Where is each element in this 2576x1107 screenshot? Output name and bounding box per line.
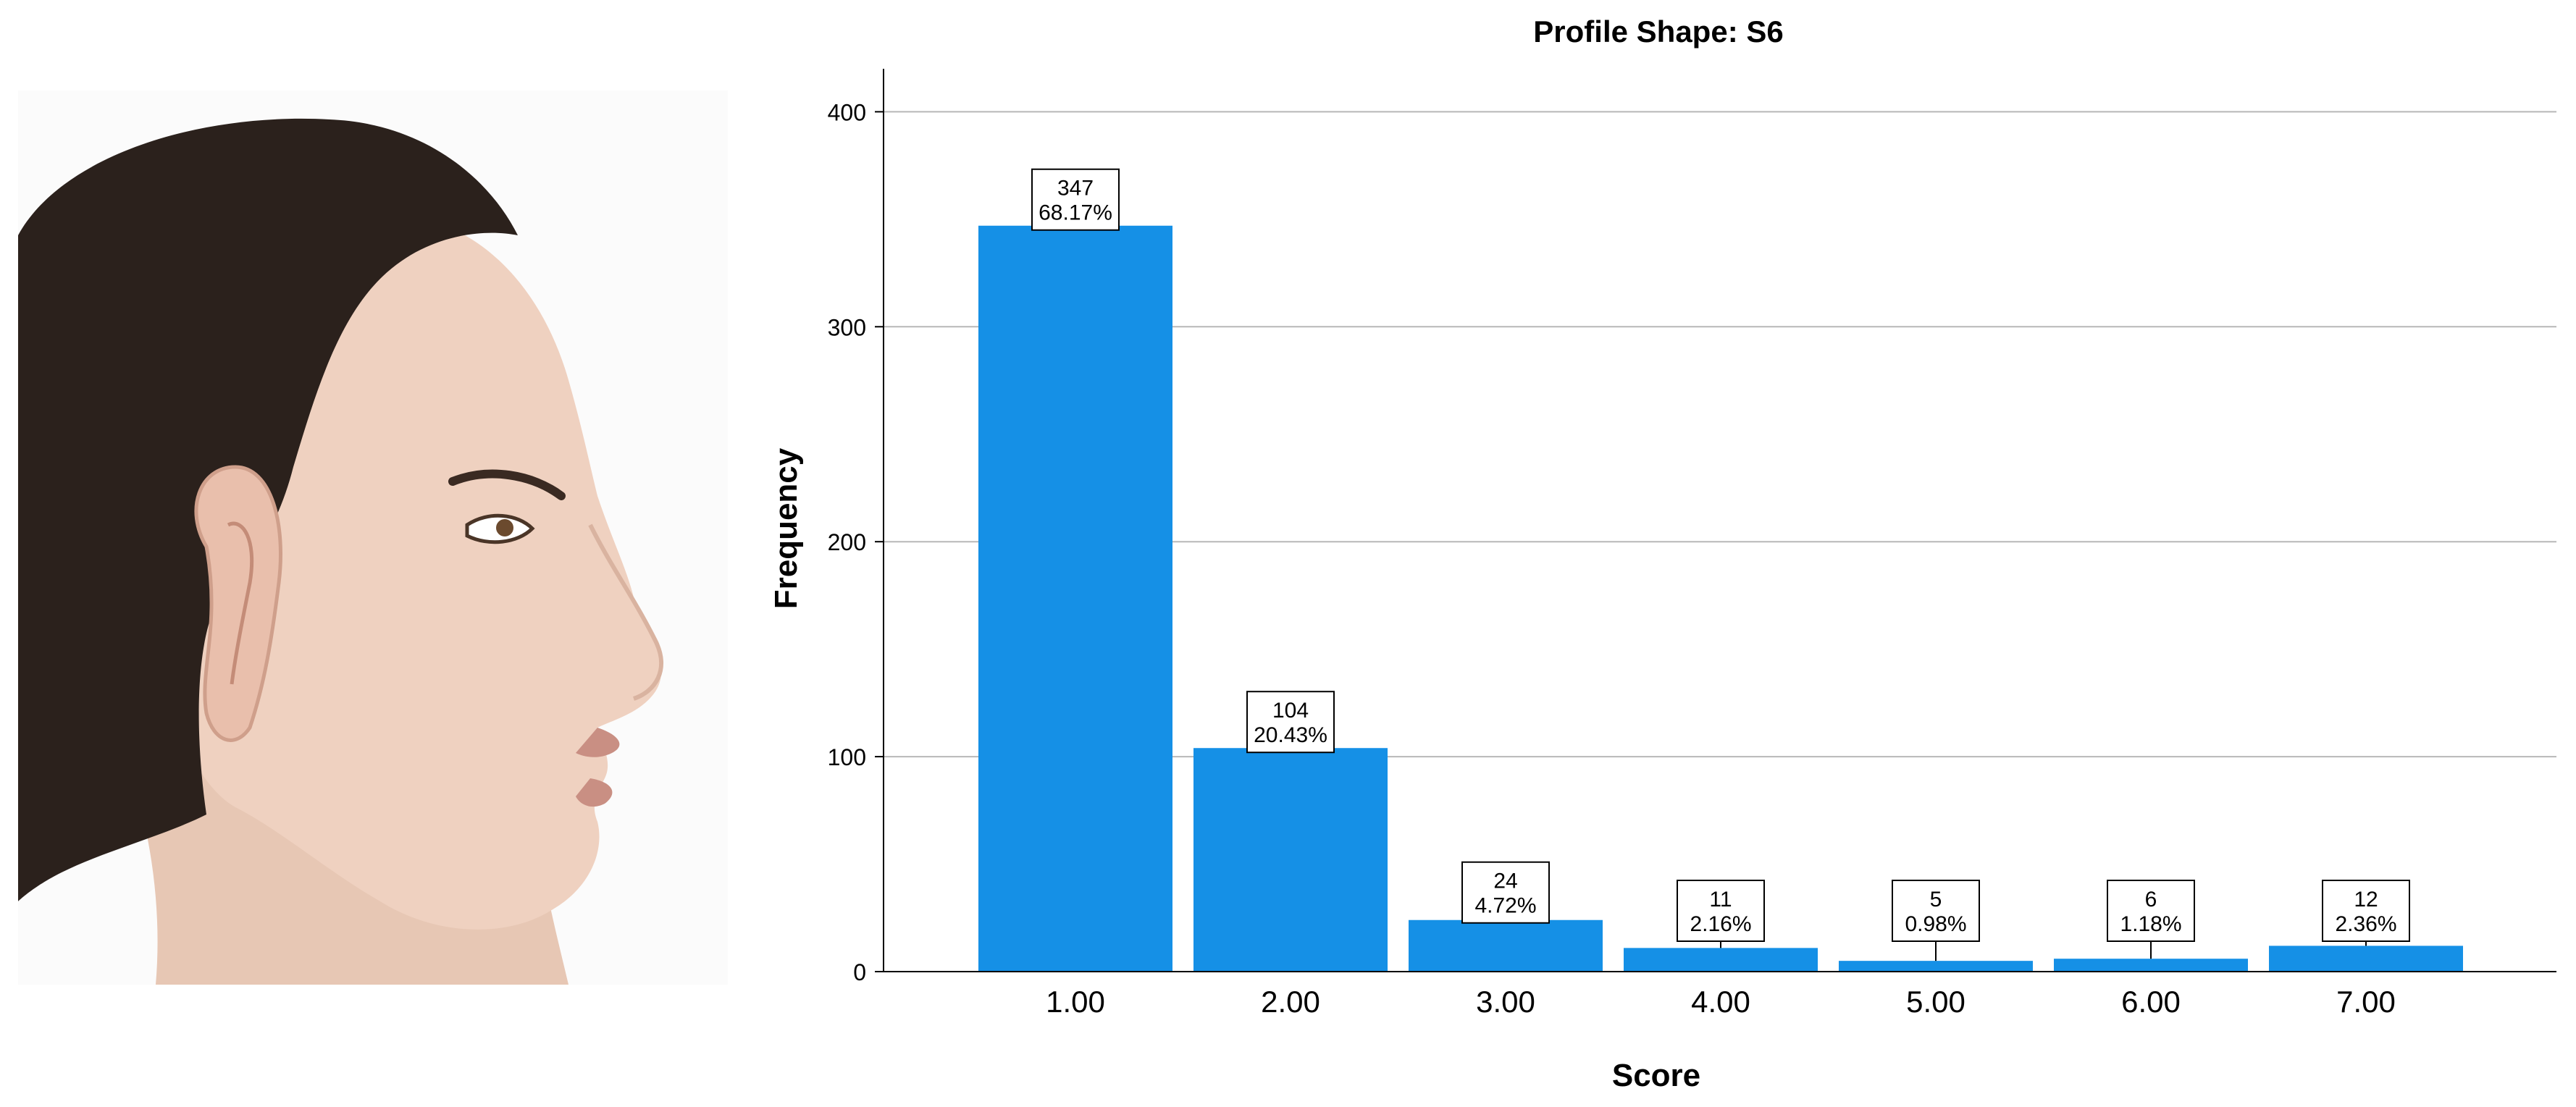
data-label-count: 347 xyxy=(1057,177,1094,201)
face-profile-photo xyxy=(18,91,728,985)
y-tick-label: 200 xyxy=(828,529,866,555)
bar xyxy=(1193,748,1388,972)
data-label: 61.18% xyxy=(2107,880,2195,959)
x-tick-label: 7.00 xyxy=(2336,985,2396,1019)
data-label-count: 24 xyxy=(1493,870,1517,893)
bars xyxy=(978,225,2463,972)
y-tick-label: 0 xyxy=(853,959,866,985)
bar xyxy=(1839,961,2033,972)
data-label-percent: 2.36% xyxy=(2335,912,2396,936)
data-label-percent: 4.72% xyxy=(1474,894,1536,918)
data-label-percent: 0.98% xyxy=(1905,912,1966,936)
x-tick-label: 3.00 xyxy=(1476,985,1535,1019)
x-tick-label: 2.00 xyxy=(1261,985,1320,1019)
data-label: 122.36% xyxy=(2322,880,2410,946)
x-tick-label: 6.00 xyxy=(2121,985,2181,1019)
y-tick-label: 300 xyxy=(828,314,866,340)
x-tick-label: 1.00 xyxy=(1046,985,1105,1019)
face-profile-illustration xyxy=(18,91,728,985)
data-label-box xyxy=(1677,880,1765,942)
x-axis-ticks: 1.00 2.00 3.00 4.00 5.00 6.00 7.00 xyxy=(1046,985,2396,1019)
bar xyxy=(1409,919,1603,972)
data-label: 244.72% xyxy=(1461,861,1550,924)
bar xyxy=(978,225,1172,972)
data-label-box xyxy=(2322,880,2410,942)
data-label-percent: 1.18% xyxy=(2120,912,2181,936)
y-axis-title: Frequency xyxy=(768,447,804,609)
data-label-box xyxy=(1031,168,1120,231)
data-label: 50.98% xyxy=(1892,880,1980,961)
bar xyxy=(2054,959,2248,972)
x-tick-label: 5.00 xyxy=(1906,985,1965,1019)
y-axis-ticks: 0 100 200 300 400 xyxy=(828,99,884,985)
data-label-percent: 20.43% xyxy=(1254,723,1327,747)
x-axis-title: Score xyxy=(1612,1058,1700,1093)
y-tick-label: 400 xyxy=(828,99,866,125)
y-tick-label: 100 xyxy=(828,744,866,770)
chart-title: Profile Shape: S6 xyxy=(1533,14,1783,49)
x-tick-label: 4.00 xyxy=(1691,985,1750,1019)
data-label: 112.16% xyxy=(1677,880,1765,948)
data-label-percent: 68.17% xyxy=(1039,201,1112,225)
data-label-count: 5 xyxy=(1930,888,1942,912)
data-label-count: 11 xyxy=(1709,888,1732,912)
data-label-box xyxy=(2107,880,2195,942)
data-label-percent: 2.16% xyxy=(1690,912,1751,936)
data-label-box xyxy=(1246,691,1335,754)
bar xyxy=(1624,948,1818,972)
bar xyxy=(2269,946,2463,972)
data-label-count: 6 xyxy=(2145,888,2157,912)
data-label-box xyxy=(1892,880,1980,942)
data-label-count: 12 xyxy=(2354,888,2378,912)
data-label-count: 104 xyxy=(1272,699,1309,723)
data-label-box xyxy=(1461,861,1550,924)
